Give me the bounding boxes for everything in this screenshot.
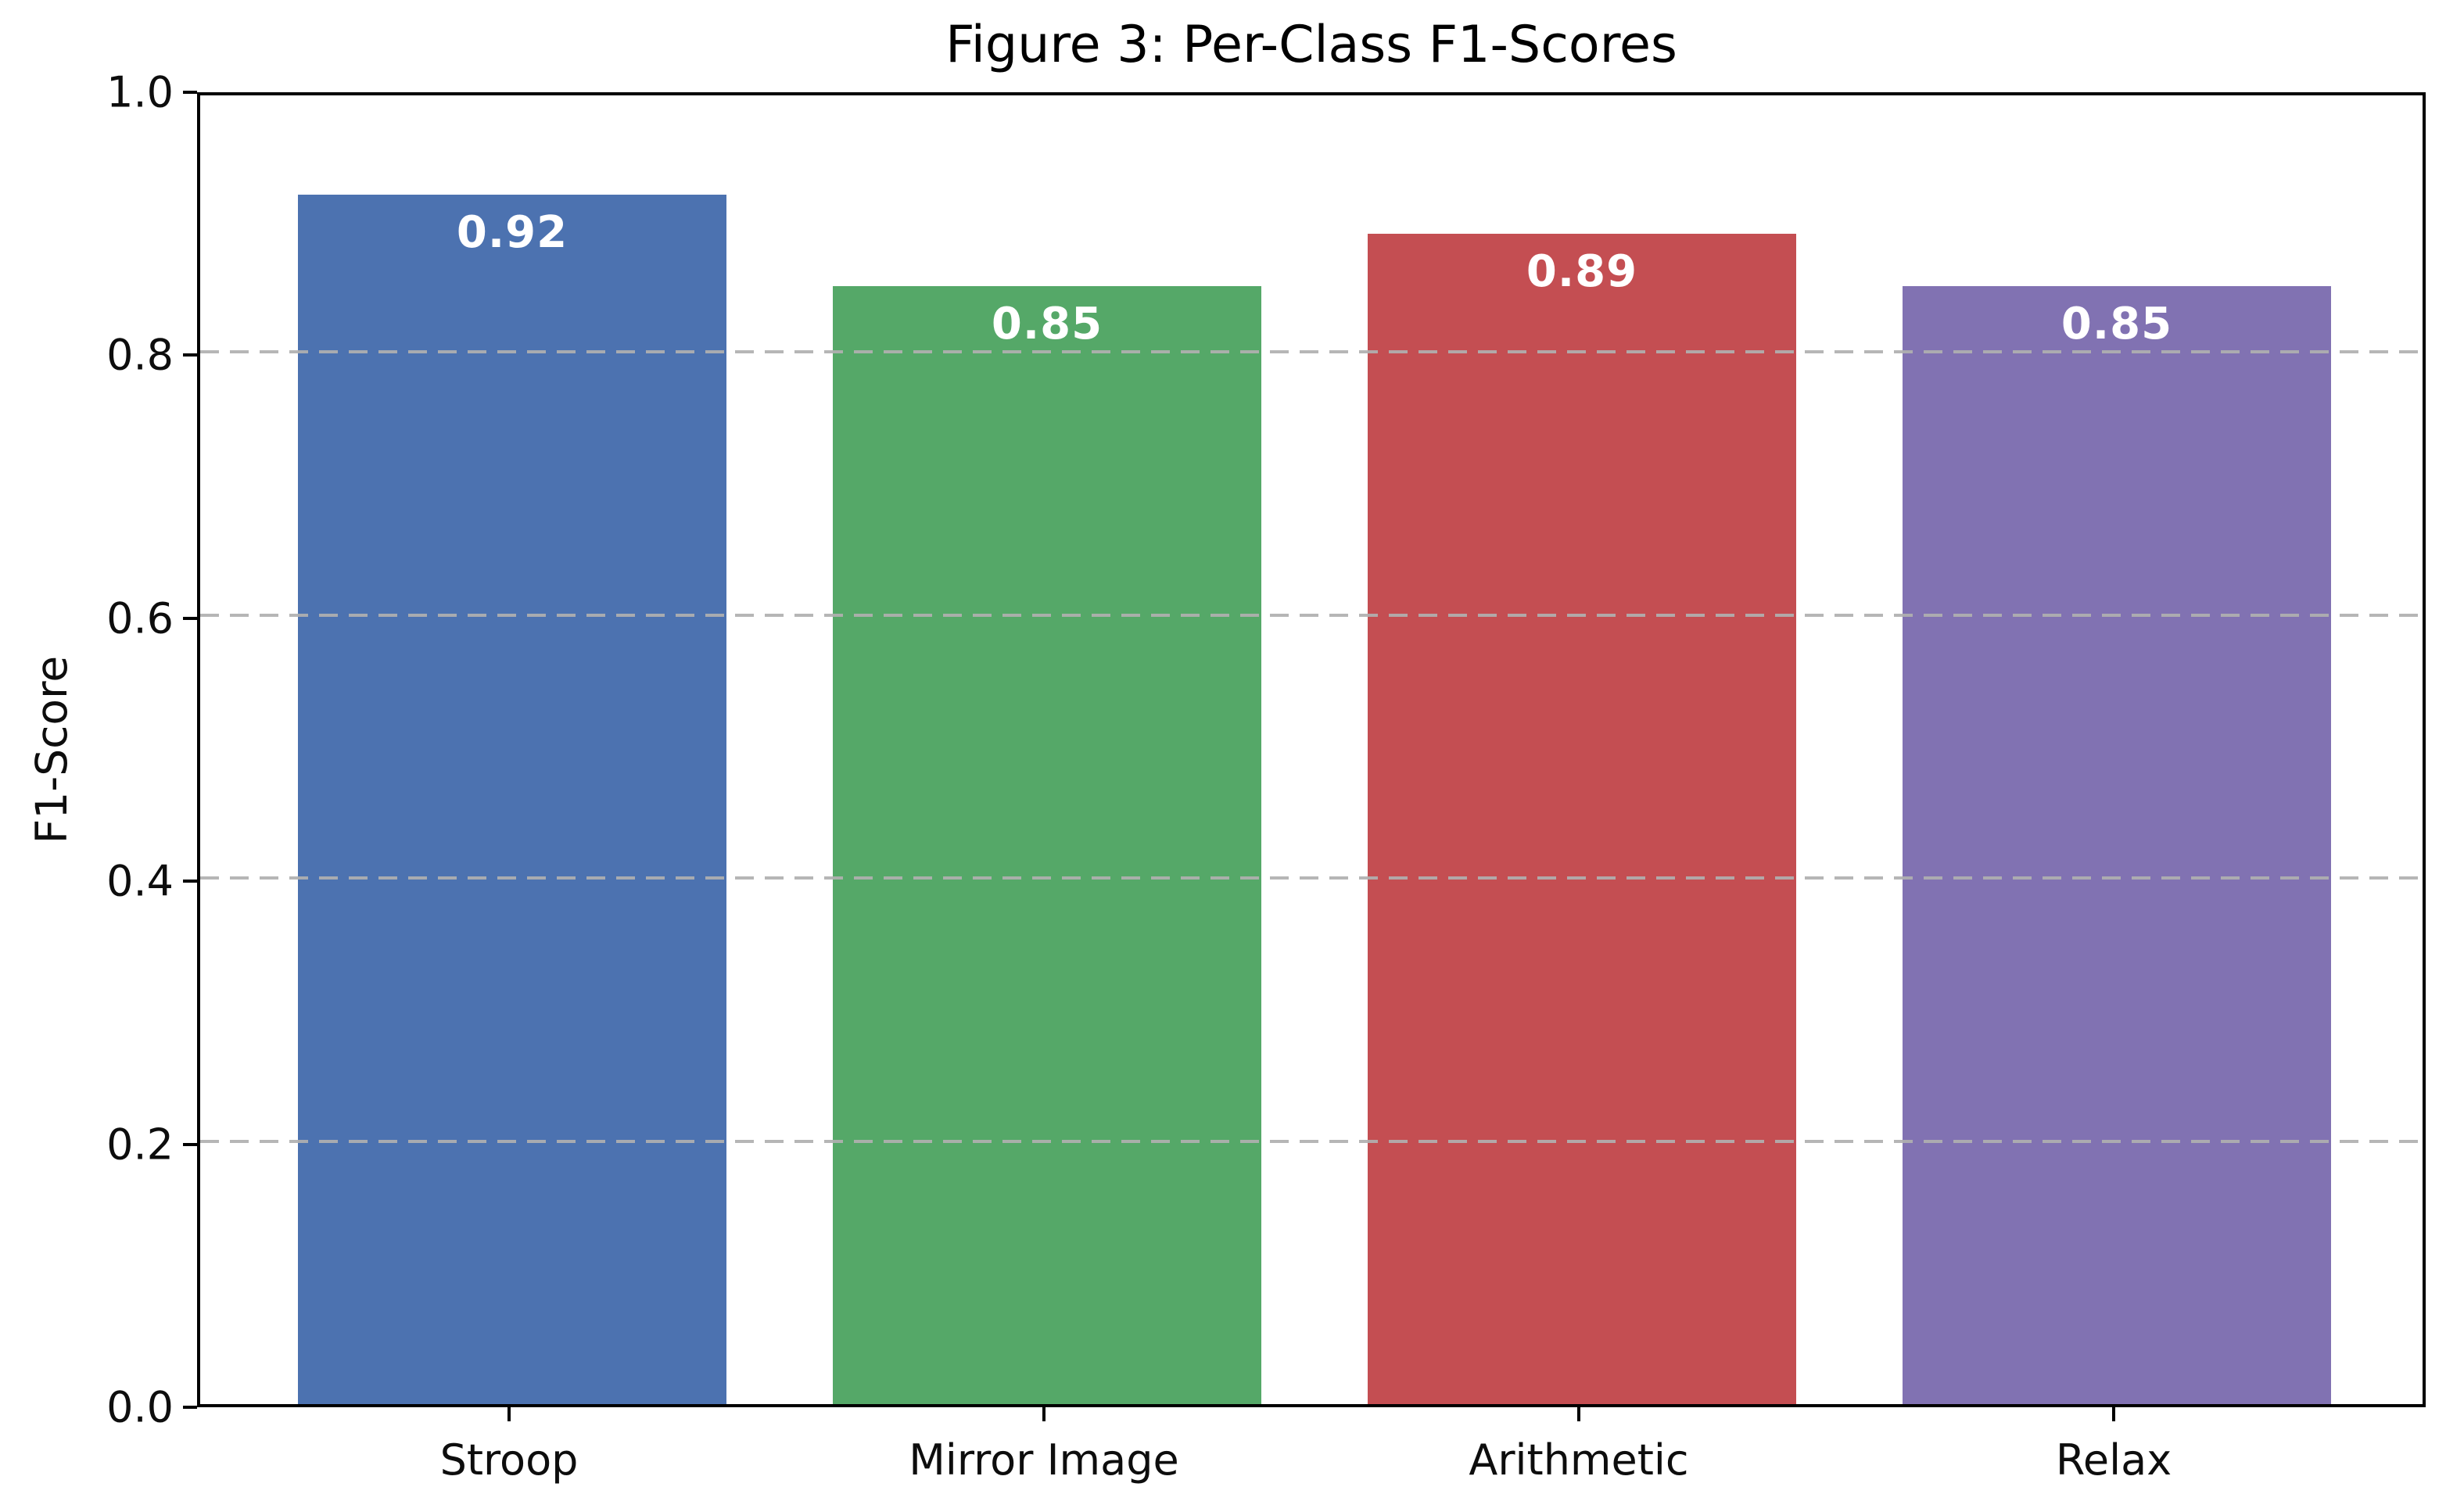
x-tick-mark-relax	[2112, 1407, 2115, 1421]
y-tick-mark-0	[183, 1406, 197, 1409]
y-tick-mark-0.8	[183, 353, 197, 357]
plot-area: 0.92 0.85 0.89 0.85	[197, 92, 2426, 1407]
bar-value-label-arithmetic: 0.89	[1526, 246, 1638, 298]
x-tick-label-mirror-image: Mirror Image	[909, 1435, 1179, 1485]
y-axis-label: F1-Score	[27, 655, 77, 844]
chart-title: Figure 3: Per-Class F1-Scores	[945, 16, 1677, 74]
x-tick-mark-stroop	[508, 1407, 511, 1421]
gridline-y-0.6	[200, 613, 2423, 617]
x-tick-mark-mirror-image	[1042, 1407, 1045, 1421]
x-tick-label-relax: Relax	[2055, 1435, 2172, 1485]
y-tick-label-0.8: 0.8	[106, 330, 174, 380]
bar-value-label-stroop: 0.92	[456, 206, 568, 258]
bar-value-label-mirror-image: 0.85	[991, 299, 1103, 350]
y-tick-label-0: 0.0	[106, 1382, 174, 1432]
y-tick-label-0.4: 0.4	[106, 856, 174, 906]
x-tick-label-stroop: Stroop	[439, 1435, 579, 1485]
y-tick-mark-0.6	[183, 616, 197, 620]
y-tick-mark-1	[183, 91, 197, 94]
gridline-y-0.4	[200, 876, 2423, 880]
bar-stroop: 0.92	[298, 194, 726, 1404]
gridline-y-0.2	[200, 1139, 2423, 1143]
x-tick-label-arithmetic: Arithmetic	[1469, 1435, 1689, 1485]
bar-arithmetic: 0.89	[1368, 234, 1796, 1404]
bar-relax: 0.85	[1903, 286, 2331, 1404]
bar-value-label-relax: 0.85	[2061, 299, 2173, 350]
y-tick-label-0.2: 0.2	[106, 1120, 174, 1170]
y-tick-label-1: 1.0	[106, 67, 174, 117]
bar-mirror-image: 0.85	[833, 286, 1261, 1404]
y-tick-mark-0.2	[183, 1142, 197, 1146]
x-tick-mark-arithmetic	[1577, 1407, 1580, 1421]
y-tick-mark-0.4	[183, 880, 197, 883]
y-tick-label-0.6: 0.6	[106, 593, 174, 643]
gridline-y-0.8	[200, 350, 2423, 354]
